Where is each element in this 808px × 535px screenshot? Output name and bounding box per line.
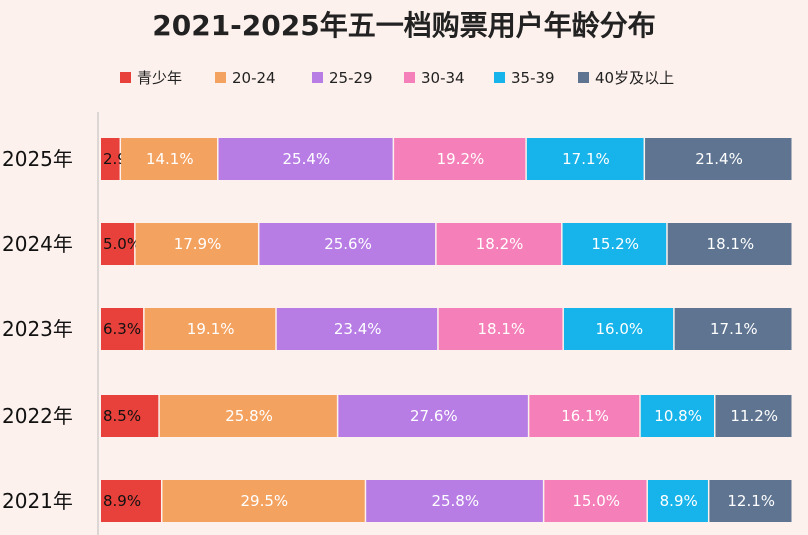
data-label: 6.3% (103, 320, 141, 338)
bar-segment (563, 308, 674, 350)
year-label: 2022年 (2, 404, 73, 428)
data-label: 29.5% (241, 492, 289, 510)
bar-segment (526, 138, 644, 180)
legend-label: 30-34 (421, 69, 465, 87)
bar-segment (101, 480, 161, 522)
bar-segment (162, 480, 365, 522)
data-label: 27.6% (410, 407, 458, 425)
bar-segment (529, 395, 640, 437)
bar-segment (715, 395, 792, 437)
bar-segment (259, 223, 436, 265)
year-label: 2024年 (2, 232, 73, 256)
year-label: 2023年 (2, 317, 73, 341)
data-label: 19.2% (437, 150, 485, 168)
bar-segment (101, 138, 120, 180)
legend-label: 40岁及以上 (595, 69, 674, 87)
bar-segment (438, 308, 563, 350)
data-label: 12.1% (727, 492, 775, 510)
data-label: 8.5% (103, 407, 141, 425)
data-label: 17.9% (174, 235, 222, 253)
data-label: 15.2% (591, 235, 639, 253)
data-label: 15.0% (572, 492, 620, 510)
data-label: 18.1% (707, 235, 755, 253)
data-label: 21.4% (695, 150, 743, 168)
legend-swatch (494, 72, 505, 83)
bar-segment (647, 480, 708, 522)
data-label: 16.0% (595, 320, 643, 338)
bar-segment (276, 308, 438, 350)
data-label: 8.9% (103, 492, 141, 510)
year-label: 2025年 (2, 147, 73, 171)
legend-label: 35-39 (511, 69, 555, 87)
bar-segment (101, 308, 144, 350)
bar-segment (144, 308, 276, 350)
bar-segment (394, 138, 526, 180)
legend-swatch (578, 72, 589, 83)
bar-segment (674, 308, 792, 350)
chart-title: 2021-2025年五一档购票用户年龄分布 (152, 9, 656, 42)
legend-swatch (120, 72, 131, 83)
data-label: 23.4% (334, 320, 382, 338)
bar-segment (640, 395, 714, 437)
legend-swatch (404, 72, 415, 83)
legend-label: 20-24 (232, 69, 276, 87)
bar-segment (562, 223, 667, 265)
bar-segment (101, 223, 135, 265)
data-label: 19.1% (187, 320, 235, 338)
data-label: 25.4% (282, 150, 330, 168)
data-label: 18.1% (477, 320, 525, 338)
bar-segment (544, 480, 647, 522)
data-label: 18.2% (476, 235, 524, 253)
data-label: 16.1% (561, 407, 609, 425)
legend-swatch (312, 72, 323, 83)
bar-segment (366, 480, 543, 522)
data-label: 10.8% (654, 407, 702, 425)
bar-segment (135, 223, 258, 265)
data-label: 8.9% (660, 492, 698, 510)
data-label: 17.1% (710, 320, 758, 338)
legend-swatch (215, 72, 226, 83)
bar-segment (709, 480, 792, 522)
bar-segment (338, 395, 528, 437)
bar-segment (159, 395, 337, 437)
legend-label: 青少年 (137, 69, 182, 87)
bar-segment (101, 395, 159, 437)
year-label: 2021年 (2, 489, 73, 513)
legend-label: 25-29 (329, 69, 373, 87)
data-label: 25.8% (225, 407, 273, 425)
data-label: 25.8% (431, 492, 479, 510)
data-label: 5.0% (103, 235, 141, 253)
bar-segment (645, 138, 792, 180)
bar-segment (121, 138, 218, 180)
data-label: 14.1% (146, 150, 194, 168)
bar-segment (436, 223, 562, 265)
data-label: 17.1% (562, 150, 610, 168)
bar-segment (218, 138, 393, 180)
data-label: 25.6% (324, 235, 372, 253)
bar-segment (667, 223, 792, 265)
data-label: 11.2% (730, 407, 778, 425)
